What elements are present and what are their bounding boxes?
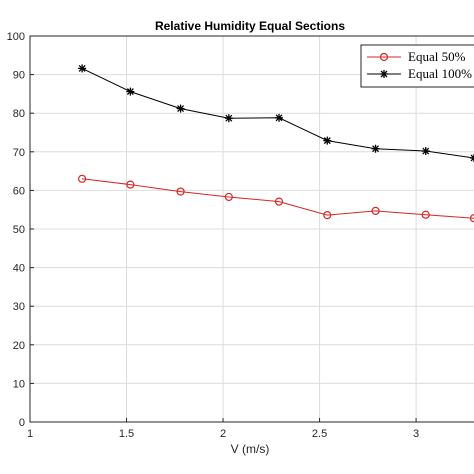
legend-label: Equal 100%: [408, 66, 472, 81]
data-point: [126, 87, 135, 96]
y-tick-label: 0: [19, 417, 25, 429]
data-point: [469, 214, 474, 223]
data-point: [78, 174, 87, 183]
x-tick-label: 1.5: [119, 428, 134, 440]
data-point: [176, 187, 185, 196]
data-point: [421, 210, 430, 219]
y-tick-label: 90: [13, 70, 25, 82]
y-tick-label: 80: [13, 108, 25, 120]
data-point: [224, 192, 233, 202]
y-tick-label: 10: [13, 378, 25, 390]
x-tick-label: 2: [220, 428, 226, 440]
data-point: [371, 206, 380, 215]
data-point: [371, 144, 380, 153]
series-equal-100: [78, 64, 474, 162]
data-point: [470, 153, 474, 162]
data-point: [126, 180, 135, 189]
data-point: [78, 64, 87, 73]
data-point: [224, 114, 233, 123]
y-tick-label: 40: [13, 263, 25, 275]
grid-lines: [29, 35, 474, 423]
y-tick-label: 70: [13, 147, 25, 159]
series-line: [82, 178, 474, 219]
y-tick-label: 60: [13, 185, 25, 197]
y-tick-label: 100: [7, 31, 25, 43]
data-point: [421, 147, 430, 156]
data-point: [275, 113, 284, 122]
x-tick-label: 1: [27, 428, 33, 440]
legend-marker: [379, 52, 389, 62]
data-point: [274, 197, 284, 206]
data-point: [323, 211, 332, 220]
legend-box: [360, 44, 474, 88]
chart-title: Relative Humidity Equal Sections: [155, 19, 345, 33]
data-point: [176, 104, 185, 113]
x-tick-label: 3: [413, 428, 419, 440]
x-axis-label: V (m/s): [231, 442, 270, 456]
legend-label: Equal 50%: [408, 49, 466, 64]
data-series: [78, 64, 474, 223]
legend: Equal 50% Equal 100%: [360, 44, 474, 88]
y-tick-label: 50: [13, 224, 25, 236]
data-point: [323, 136, 332, 145]
legend-marker: [380, 70, 388, 78]
y-tick-label: 20: [13, 340, 25, 352]
x-tick-label: 2.5: [312, 428, 327, 440]
series-equal-50: [78, 174, 474, 223]
y-tick-label: 30: [13, 301, 25, 313]
